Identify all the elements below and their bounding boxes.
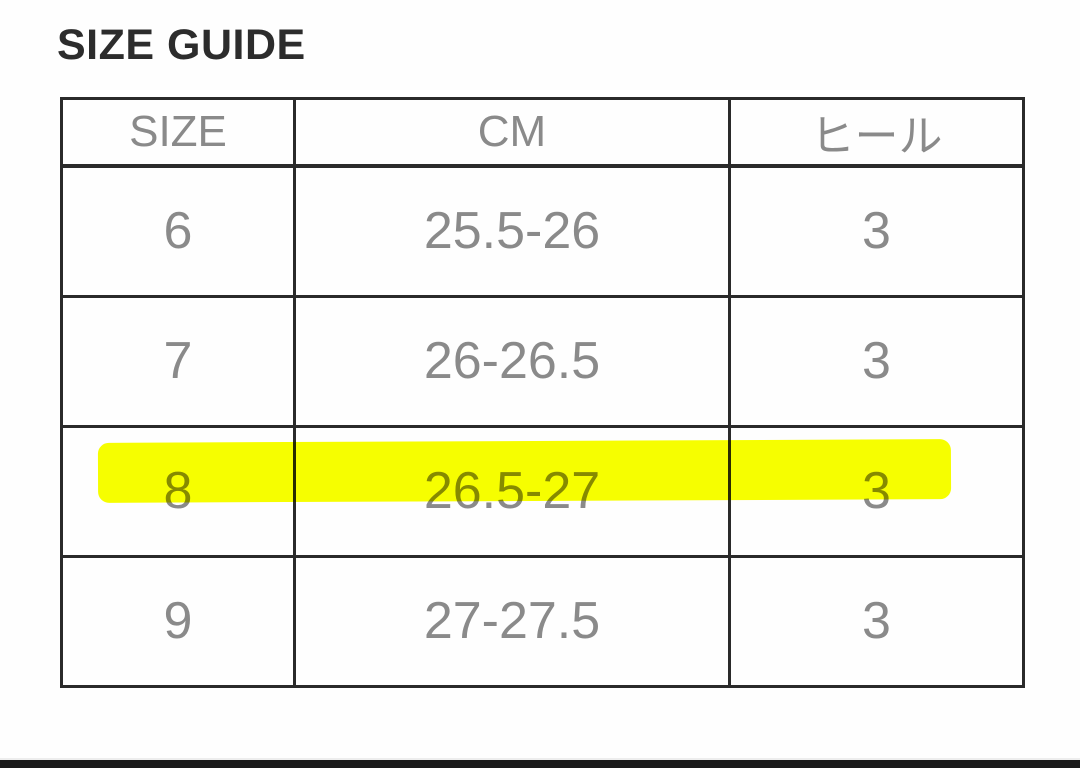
- cell-size: 7: [60, 294, 296, 428]
- header-row: SIZE CM ヒール: [60, 97, 1025, 168]
- column-header-heel: ヒール: [728, 97, 1025, 168]
- cell-cm: 26.5-27: [293, 424, 731, 558]
- cell-cm: 25.5-26: [293, 164, 731, 298]
- cell-heel: 3: [728, 424, 1025, 558]
- size-guide-table: SIZE CM ヒール 6 25.5-26 3 7 26-26.5 3 8 26…: [60, 97, 1025, 688]
- cell-cm: 26-26.5: [293, 294, 731, 428]
- table-row: 9 27-27.5 3: [60, 554, 1025, 688]
- table-row: 7 26-26.5 3: [60, 294, 1025, 428]
- column-header-cm: CM: [293, 97, 731, 168]
- cell-heel: 3: [728, 164, 1025, 298]
- photo-bottom-edge: [0, 760, 1080, 768]
- cell-size: 8: [60, 424, 296, 558]
- cell-size: 6: [60, 164, 296, 298]
- page-title: SIZE GUIDE: [57, 21, 306, 69]
- column-header-size: SIZE: [60, 97, 296, 168]
- cell-heel: 3: [728, 554, 1025, 688]
- cell-cm: 27-27.5: [293, 554, 731, 688]
- table-row: 6 25.5-26 3: [60, 164, 1025, 298]
- table-row-highlighted: 8 26.5-27 3: [60, 424, 1025, 558]
- cell-size: 9: [60, 554, 296, 688]
- cell-heel: 3: [728, 294, 1025, 428]
